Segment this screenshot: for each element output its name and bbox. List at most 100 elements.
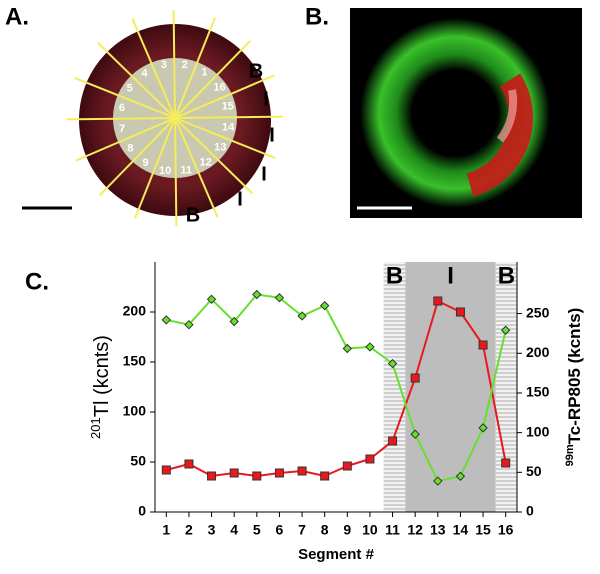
y2-tick-label: 100	[526, 423, 550, 439]
segment-number: 15	[222, 101, 234, 113]
x-tick-label: 4	[230, 522, 238, 538]
y2-label-sup: 99m	[564, 444, 576, 466]
marker	[274, 468, 284, 478]
panel-label: C.	[25, 268, 49, 295]
segment-divider	[74, 77, 176, 119]
region-label: I	[237, 188, 243, 210]
region-label: B	[498, 262, 515, 289]
marker	[478, 340, 488, 350]
marker	[297, 311, 307, 321]
marker	[388, 436, 398, 446]
marker	[252, 289, 262, 300]
marker	[274, 293, 285, 303]
segment-divider	[98, 117, 176, 197]
segment-number: 5	[127, 82, 133, 94]
marker	[229, 468, 239, 478]
panel-label: A.	[5, 3, 29, 30]
marker	[161, 315, 172, 325]
segment-divider	[66, 117, 176, 121]
y-label: Tl (kcnts)	[91, 335, 113, 417]
x-tick-label: 13	[430, 522, 446, 538]
y2-tick-label: 150	[526, 384, 550, 400]
marker	[252, 471, 262, 481]
x-axis-label: Segment #	[298, 546, 375, 563]
series-line	[166, 293, 507, 483]
segment-number: 3	[161, 59, 167, 71]
y-tick-label: 200	[123, 303, 147, 319]
marker	[365, 454, 375, 464]
region-label: I	[269, 124, 275, 146]
x-tick-label: 14	[453, 522, 469, 538]
segment-divider	[174, 74, 275, 119]
region	[405, 262, 496, 512]
marker	[455, 307, 465, 317]
y-tick-label: 0	[138, 503, 146, 519]
series-line	[166, 299, 507, 478]
y2-label: Tc-RP805 (kcnts)	[565, 308, 584, 445]
x-tick-label: 6	[276, 522, 284, 538]
y2-tick-label: 0	[526, 503, 534, 519]
marker	[501, 458, 511, 468]
segment-number: 4	[141, 67, 148, 79]
region-label: I	[447, 262, 454, 289]
y-tick-label: 50	[130, 453, 146, 469]
marker	[478, 423, 488, 433]
x-tick-label: 11	[385, 522, 400, 538]
marker	[500, 325, 511, 335]
region	[495, 262, 517, 512]
marker	[410, 373, 420, 383]
marker	[342, 343, 353, 354]
region-label: I	[263, 88, 269, 110]
x-tick-label: 16	[498, 522, 514, 538]
y-axis-label: 201Tl (kcnts)	[88, 335, 113, 439]
y2-tick-label: 250	[526, 304, 550, 320]
x-tick-label: 8	[321, 522, 329, 538]
segment-number: 11	[180, 165, 192, 177]
segment-divider	[134, 117, 176, 219]
marker	[207, 471, 217, 481]
x-tick-label: 12	[407, 522, 423, 538]
red-arc	[466, 73, 533, 197]
segment-number: 10	[159, 165, 171, 177]
region	[383, 262, 406, 512]
marker	[387, 358, 398, 369]
y2-tick-label: 50	[526, 463, 542, 479]
x-tick-label: 10	[362, 522, 378, 538]
segment-number: 2	[182, 59, 188, 71]
region-label: B	[249, 60, 263, 82]
segment-divider	[96, 41, 176, 119]
marker	[184, 319, 194, 330]
marker	[206, 294, 217, 305]
y-label-sup: 201	[88, 417, 103, 439]
segment-divider	[172, 9, 176, 119]
marker	[297, 466, 307, 476]
x-tick-label: 9	[343, 522, 351, 538]
x-tick-label: 3	[208, 522, 216, 538]
segment-divider	[75, 117, 176, 162]
x-tick-label: 1	[162, 522, 170, 538]
marker	[433, 476, 443, 486]
x-tick-label: 15	[475, 522, 491, 538]
segment-number: 7	[119, 123, 125, 135]
autoradiograph	[350, 8, 582, 218]
region-label: B	[186, 204, 200, 226]
segment-divider	[174, 117, 178, 227]
marker	[161, 465, 171, 475]
panel-label: B.	[305, 3, 329, 30]
segment-number: 14	[222, 122, 235, 134]
segment-number: 12	[199, 156, 211, 168]
marker	[184, 459, 194, 469]
segment-number: 1	[201, 67, 207, 79]
x-tick-label: 7	[298, 522, 306, 538]
segment-divider	[174, 39, 252, 119]
x-tick-label: 2	[185, 522, 193, 538]
segment-divider	[174, 117, 254, 195]
marker	[455, 471, 466, 481]
segment-divider	[174, 115, 284, 119]
y2-axis-label: 99mTc-RP805 (kcnts)	[564, 308, 585, 467]
region-label: B	[386, 262, 403, 289]
marker	[410, 429, 420, 439]
segment-divider	[174, 117, 219, 218]
